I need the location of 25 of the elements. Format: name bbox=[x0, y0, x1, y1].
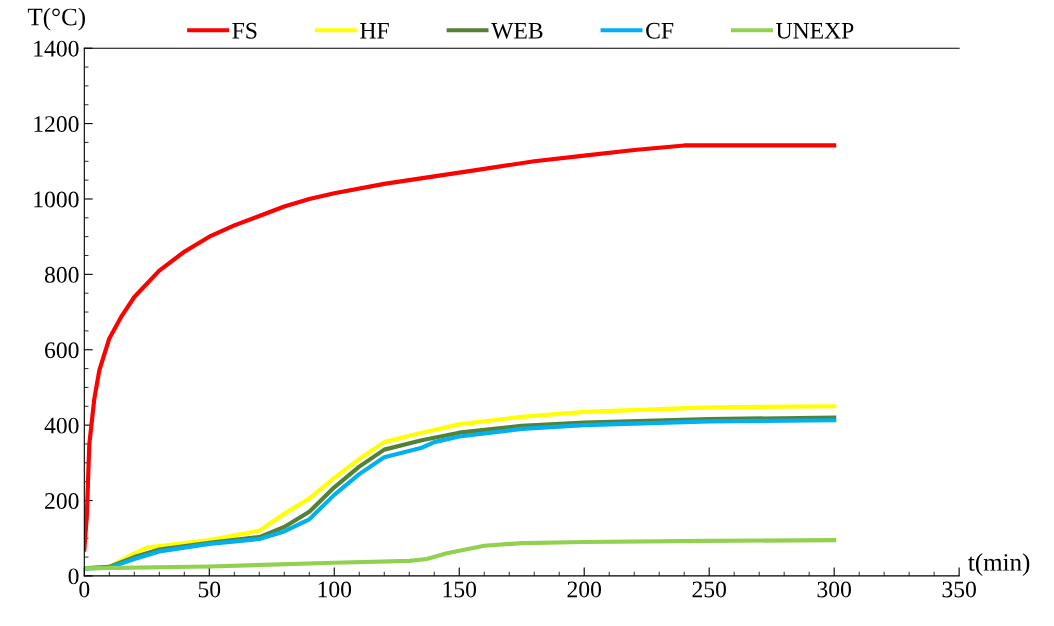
x-tick-label: 150 bbox=[443, 581, 477, 598]
x-tick-label: 250 bbox=[692, 581, 726, 598]
legend-label: UNEXP bbox=[776, 23, 854, 39]
x-tick-label: 300 bbox=[817, 581, 851, 598]
y-tick-label: 400 bbox=[44, 417, 79, 434]
x-tick-label: 350 bbox=[942, 581, 976, 598]
x-tick-label: 0 bbox=[79, 581, 90, 598]
x-tick-label: 100 bbox=[318, 581, 352, 598]
line-series bbox=[84, 538, 837, 571]
y-tick-label: 200 bbox=[45, 493, 79, 509]
x-axis-title: t(min) bbox=[968, 553, 1030, 576]
y-tick-label: 600 bbox=[45, 342, 79, 359]
line-series bbox=[84, 143, 837, 552]
y-tick-label: 0 bbox=[68, 568, 79, 585]
x-tick-label: 50 bbox=[198, 581, 221, 598]
legend-label: HF bbox=[360, 23, 389, 39]
y-axis-title: T(°C) bbox=[27, 7, 85, 31]
y-tick-label: 1000 bbox=[34, 191, 79, 208]
legend-label: WEB bbox=[491, 23, 543, 39]
y-tick-label: 1200 bbox=[34, 116, 79, 133]
legend-label: FS bbox=[232, 22, 257, 39]
y-tick-label: 800 bbox=[44, 266, 79, 283]
y-tick-label: 1400 bbox=[34, 40, 79, 57]
legend-label: CF bbox=[646, 22, 674, 39]
x-tick-label: 200 bbox=[567, 581, 602, 598]
